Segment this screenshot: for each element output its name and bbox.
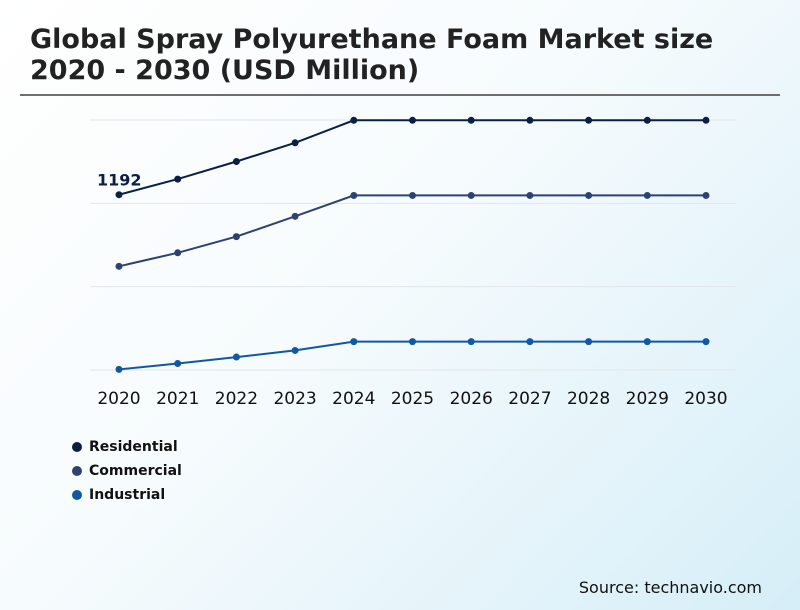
legend-item-residential: Residential <box>72 435 182 459</box>
data-point-commercial-2022 <box>232 233 240 241</box>
gridlines <box>90 119 736 371</box>
data-point-commercial-2023 <box>291 212 299 220</box>
data-point-commercial-2027 <box>526 191 534 199</box>
legend-item-industrial: Industrial <box>72 483 182 507</box>
legend: Residential Commercial Industrial <box>72 435 182 507</box>
data-point-residential-2024 <box>350 116 358 124</box>
data-point-residential-2029 <box>643 116 651 124</box>
series-lines <box>118 119 706 371</box>
data-point-residential-2030 <box>702 116 710 124</box>
data-point-residential-2028 <box>585 116 593 124</box>
series-line-commercial <box>118 194 706 268</box>
data-point-industrial-2025 <box>409 338 416 346</box>
data-point-commercial-2020 <box>115 262 123 270</box>
data-point-residential-2026 <box>467 116 475 124</box>
x-tick-label: 2023 <box>273 389 316 409</box>
legend-label: Residential <box>89 439 178 455</box>
data-point-residential-2023 <box>291 139 299 147</box>
data-point-industrial-2030 <box>702 338 710 346</box>
x-tick-label: 2026 <box>450 389 493 409</box>
data-point-industrial-2024 <box>350 338 358 346</box>
data-point-industrial-2022 <box>232 353 240 361</box>
legend-marker-icon <box>72 466 82 476</box>
chart-title: Global Spray Polyurethane Foam Market si… <box>30 24 714 86</box>
data-point-industrial-2028 <box>585 338 593 346</box>
data-point-commercial-2025 <box>409 191 416 199</box>
x-tick-label: 2028 <box>567 389 610 409</box>
x-tick-label: 2024 <box>332 389 375 409</box>
legend-marker-icon <box>72 490 82 500</box>
legend-item-commercial: Commercial <box>72 459 182 483</box>
data-point-commercial-2030 <box>702 191 710 199</box>
data-point-industrial-2020 <box>115 365 123 373</box>
x-tick-label: 2027 <box>508 389 551 409</box>
legend-label: Industrial <box>89 487 166 503</box>
x-tick-label: 2020 <box>97 389 140 409</box>
x-tick-label: 2021 <box>156 389 199 409</box>
series-line-residential <box>118 119 706 196</box>
data-point-industrial-2021 <box>174 360 182 368</box>
data-label: 1192 <box>97 171 142 190</box>
legend-label: Commercial <box>89 463 182 479</box>
x-axis-ticks: 2020 2021 2022 2023 2024 2025 2026 2027 2028 2029… <box>97 389 727 409</box>
series-line-industrial <box>118 340 706 371</box>
data-point-commercial-2028 <box>585 191 593 199</box>
data-point-industrial-2026 <box>467 338 475 346</box>
x-tick-label: 2030 <box>684 389 727 409</box>
x-tick-label: 2022 <box>215 389 258 409</box>
title-divider <box>20 94 780 96</box>
legend-marker-icon <box>72 442 82 452</box>
data-point-commercial-2029 <box>643 191 651 199</box>
data-point-commercial-2026 <box>467 191 475 199</box>
series-points <box>115 116 710 373</box>
data-point-residential-2022 <box>232 157 240 165</box>
data-point-industrial-2027 <box>526 338 534 346</box>
data-point-industrial-2029 <box>643 338 651 346</box>
data-point-commercial-2021 <box>174 249 182 257</box>
data-point-residential-2021 <box>174 175 182 183</box>
data-labels: 1192 <box>97 171 142 190</box>
data-point-residential-2025 <box>409 116 416 124</box>
data-point-industrial-2023 <box>291 346 299 354</box>
x-tick-label: 2025 <box>391 389 434 409</box>
data-point-commercial-2024 <box>350 191 358 199</box>
data-point-residential-2020 <box>115 191 123 199</box>
x-tick-label: 2029 <box>626 389 669 409</box>
data-point-residential-2027 <box>526 116 534 124</box>
source-credit: Source: technavio.com <box>578 578 762 597</box>
